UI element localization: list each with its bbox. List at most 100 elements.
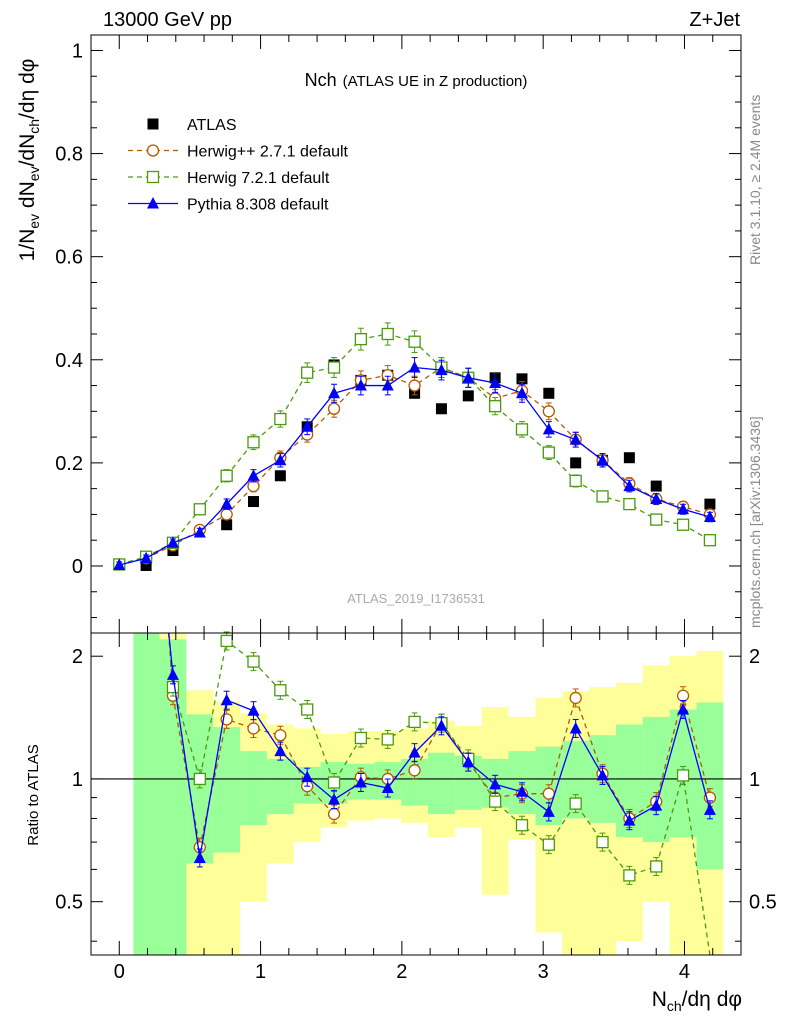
point-pythia — [462, 371, 475, 383]
point-herwig7 — [488, 400, 502, 413]
ratio-bands — [91, 633, 741, 955]
point-herwig7 — [542, 446, 555, 459]
point-herwig7 — [381, 327, 394, 341]
point-atlas — [221, 519, 233, 531]
ratio-point-pythia — [703, 803, 716, 815]
band-green — [428, 752, 455, 815]
ratio-point-herwig7 — [515, 819, 529, 832]
point-atlas — [140, 559, 152, 571]
ratio-point-pythia — [354, 776, 367, 788]
main-axes: 0 0.2 0.4 0.6 0.8 1 — [55, 35, 741, 633]
point-herwig7 — [193, 503, 206, 516]
point-pythia — [354, 379, 367, 391]
ratio-point-herwig7 — [408, 715, 421, 729]
ratio-point-herwigpp — [676, 689, 690, 702]
ratio-point-herwig7 — [301, 703, 314, 716]
series-pythia — [113, 357, 716, 570]
ratio-point-pythia — [462, 755, 475, 768]
ratio-point-pythia — [220, 693, 233, 706]
point-pythia — [247, 469, 260, 481]
main-data-layer — [113, 322, 717, 571]
band-green — [213, 727, 241, 853]
ratio-point-herwig7 — [274, 684, 287, 697]
point-pythia — [650, 492, 663, 504]
point-herwig7 — [408, 335, 421, 348]
xtick-label: 2 — [396, 961, 407, 983]
xtick-label: 0 — [114, 961, 125, 983]
ratio-ytick-label: 2 — [72, 646, 83, 668]
point-herwigpp — [542, 405, 555, 418]
legend-entry-herwig7: Herwig 7.2.1 default — [128, 170, 330, 187]
header-process: Z+Jet — [689, 9, 740, 31]
legend-label: Herwig 7.2.1 default — [187, 170, 330, 187]
legend-entry-herwigpp: Herwig++ 2.7.1 default — [128, 144, 349, 161]
title-sub: (ATLAS UE in Z production) — [343, 73, 528, 90]
ratio-point-herwigpp — [569, 691, 582, 705]
ratio-point-herwigpp — [542, 787, 555, 800]
band-green — [696, 702, 724, 870]
ratio-point-pythia — [435, 719, 448, 731]
ratio-point-pythia — [193, 851, 206, 863]
point-pythia — [408, 361, 421, 373]
ratio-point-herwigpp — [327, 807, 341, 821]
ratio-ytick-label-right: 0.5 — [749, 892, 777, 914]
point-pythia — [542, 422, 555, 435]
ratio-point-herwig7 — [354, 731, 368, 745]
legend-label: Pythia 8.308 default — [187, 197, 329, 214]
legend-entry-atlas: ATLAS — [147, 117, 237, 134]
xtick-label: 1 — [255, 961, 266, 983]
main-title: Nch (ATLAS UE in Z production) — [305, 70, 528, 90]
legend-label: ATLAS — [187, 117, 237, 134]
main-ylabel: 1/Nev dNev/dNch/dη dφ — [16, 59, 42, 262]
point-herwig7 — [703, 534, 717, 547]
ratio-axes: 0.5 0.5 1 1 2 2 0 1 2 3 4 — [55, 633, 777, 983]
point-atlas — [570, 457, 582, 469]
point-herwig7 — [623, 497, 636, 511]
mcplots-credit: mcplots.cern.ch [arXiv:1306.3436] — [747, 416, 763, 628]
ratio-point-herwig7 — [542, 838, 555, 851]
ratio-point-pythia — [489, 777, 502, 790]
ratio-line-herwigpp — [168, 632, 711, 848]
main-ylabel-text: 1/Nev dNev/dNch/dη dφ — [16, 59, 42, 262]
ratio-point-herwigpp — [408, 764, 421, 777]
ratio-point-pythia — [596, 768, 609, 781]
point-pythia — [569, 433, 582, 445]
band-green — [240, 751, 267, 826]
legend-label: Herwig++ 2.7.1 default — [187, 144, 349, 161]
ratio-point-herwig7 — [569, 797, 582, 810]
ratio-ytick-label-right: 2 — [749, 646, 760, 668]
ratio-point-pythia — [542, 805, 555, 817]
point-atlas — [248, 496, 259, 508]
ratio-ytick-label: 1 — [72, 769, 83, 791]
point-herwig7 — [220, 469, 233, 482]
ratio-point-pythia — [569, 721, 582, 734]
point-pythia — [274, 453, 287, 466]
point-pythia — [113, 558, 126, 570]
point-pythia — [596, 453, 609, 466]
ratio-point-pythia — [650, 799, 663, 811]
main-ytick-label: 0.4 — [55, 350, 83, 372]
main-ytick-label: 0.8 — [55, 144, 83, 166]
legend-entry-pythia: Pythia 8.308 default — [128, 197, 329, 214]
legend: ATLAS Herwig++ 2.7.1 default Herwig 7.2.1 … — [128, 117, 349, 214]
ratio-series-pythia — [166, 632, 716, 868]
point-herwigpp — [327, 402, 341, 415]
ratio-point-pythia — [381, 781, 394, 794]
point-atlas — [543, 387, 555, 399]
ratio-point-pythia — [328, 793, 341, 805]
main-ytick-label: 0.2 — [55, 453, 83, 475]
point-pythia — [328, 386, 341, 399]
point-herwig7 — [569, 474, 582, 488]
point-atlas — [462, 390, 474, 402]
point-atlas — [650, 480, 662, 492]
ratio-point-herwig7 — [193, 772, 206, 786]
ratio-point-pythia — [247, 704, 260, 716]
ratio-point-pythia — [166, 668, 179, 680]
ratio-point-pythia — [274, 744, 287, 757]
point-herwig7 — [596, 490, 609, 503]
point-herwig7 — [274, 412, 287, 426]
point-herwig7 — [354, 333, 368, 346]
point-atlas — [435, 403, 447, 415]
title-main: Nch — [305, 70, 337, 90]
point-pythia — [435, 363, 448, 376]
